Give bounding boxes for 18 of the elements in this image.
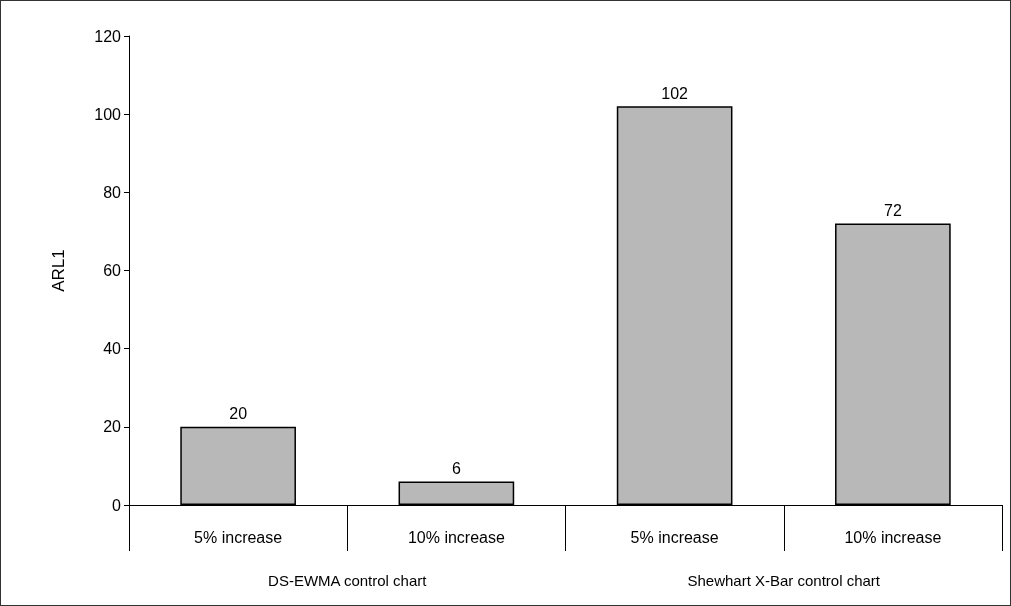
y-tick-label: 20: [103, 418, 122, 436]
text: Shewhart X-Bar control chart: [687, 572, 881, 589]
data-label: 6: [451, 460, 461, 478]
data-label: 102: [661, 84, 689, 102]
data-label: 72: [883, 202, 902, 220]
y-tick-label: 100: [94, 105, 122, 123]
x-tick-label: 10% increase: [844, 528, 942, 546]
x-tick-label: 5% increase: [194, 528, 283, 546]
text: DS-EWMA control chart: [268, 572, 428, 589]
y-tick-label: 40: [103, 340, 122, 358]
y-tick-label: 60: [103, 262, 122, 279]
y-tick-label: 120: [94, 27, 122, 45]
x-tick-label: 10% increase: [407, 528, 505, 546]
y-axis-title: ARL1: [49, 249, 68, 292]
y-tick-label: 80: [103, 183, 122, 201]
data-label: 20: [229, 405, 248, 423]
x-tick-label: 5% increase: [630, 528, 719, 546]
y-tick-label: 0: [112, 496, 122, 514]
